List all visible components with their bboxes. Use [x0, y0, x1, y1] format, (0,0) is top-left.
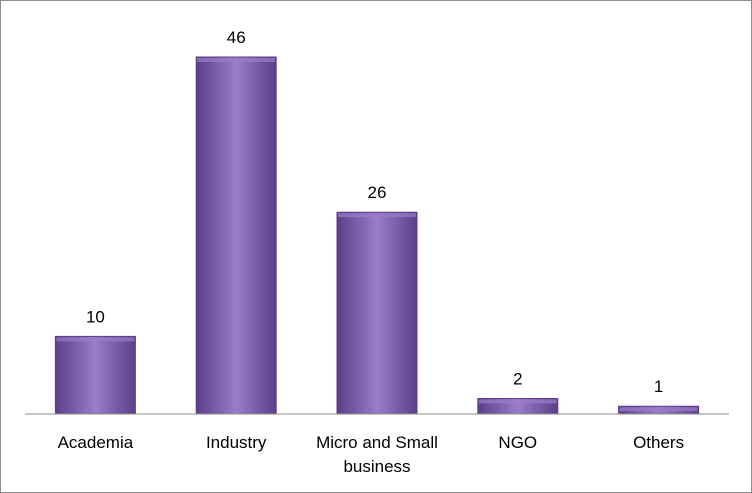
labels-layer: 10 Academia 46 Industry 26 Micro and Small bus… — [58, 28, 685, 476]
x-tick-label-line: NGO — [498, 433, 537, 452]
x-tick-label: NGO — [498, 433, 537, 452]
data-label: 26 — [368, 183, 387, 202]
x-tick-label: Others — [633, 433, 684, 452]
x-tick-label-line: business — [343, 457, 410, 476]
bars-layer — [54, 56, 700, 415]
bar-highlight — [619, 407, 698, 412]
x-tick-label: Micro and Small business — [316, 433, 438, 476]
bar-industry — [195, 56, 277, 415]
data-label: 46 — [227, 28, 246, 47]
x-tick-label-line: Micro and Small — [316, 433, 438, 452]
bar-micro-and-small-business — [336, 211, 418, 415]
bar-highlight — [338, 213, 416, 218]
x-tick-label-line: Industry — [206, 433, 267, 452]
x-tick-label-line: Others — [633, 433, 684, 452]
bar-highlight — [56, 337, 135, 342]
x-tick-label: Industry — [206, 433, 267, 452]
data-label: 10 — [86, 307, 105, 326]
data-label: 1 — [654, 377, 663, 396]
x-tick-label-line: Academia — [58, 433, 134, 452]
bar-academia — [54, 335, 136, 415]
data-label: 2 — [513, 369, 522, 388]
bar-highlight — [197, 58, 276, 62]
x-tick-label: Academia — [58, 433, 134, 452]
bar-highlight — [478, 399, 557, 404]
